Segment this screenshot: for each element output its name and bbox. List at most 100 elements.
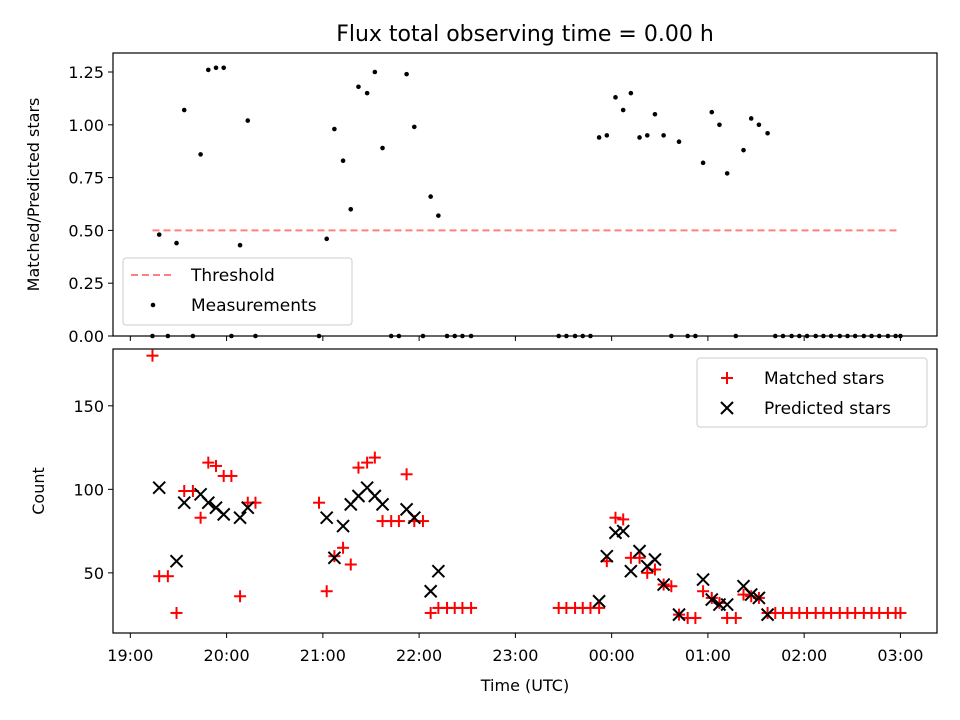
matched-star-point — [344, 558, 357, 571]
predicted-star-point — [407, 511, 422, 525]
matched-star-point — [665, 580, 678, 593]
measurement-point — [364, 90, 370, 96]
measurement-point — [652, 111, 658, 117]
bottom-axes-frame — [112, 348, 938, 634]
legend-matched-swatch — [721, 372, 733, 384]
matched-star-point — [705, 591, 718, 604]
matched-star-point — [202, 456, 215, 469]
measurement-point — [756, 122, 762, 128]
measurement-point — [380, 145, 385, 151]
matched-star-point — [210, 459, 222, 472]
matched-star-point — [234, 590, 247, 603]
chart-title: Flux total observing time = 0.00 h — [336, 22, 714, 47]
predicted-star-point — [375, 497, 390, 512]
top-ytick-label: 0.75 — [68, 169, 104, 188]
measurement-point — [661, 133, 666, 138]
xtick-label: 19:00 — [107, 646, 153, 665]
legend-measurements-label: Measurements — [191, 296, 317, 316]
measurement-point — [237, 242, 243, 248]
measurement-point — [428, 194, 433, 199]
measurement-point — [676, 139, 682, 145]
measurement-point — [604, 133, 610, 138]
legend-measurements-swatch — [150, 302, 156, 308]
xtick-label: 21:00 — [300, 646, 346, 665]
measurement-point — [748, 116, 754, 121]
predicted-star-point — [720, 597, 734, 612]
measurement-point — [411, 124, 417, 130]
measurement-point — [724, 171, 730, 176]
matched-star-point — [368, 451, 381, 464]
top-ytick-label: 0.00 — [68, 327, 104, 346]
matched-star-point — [352, 461, 365, 474]
bottom-legend: Matched stars Predicted stars — [696, 357, 928, 428]
matched-star-point — [894, 606, 907, 619]
legend-threshold-label: Threshold — [190, 266, 275, 286]
top-yticks: 0.00 0.25 0.50 0.75 1.00 1.25 — [68, 63, 113, 346]
matched-star-point — [593, 601, 606, 614]
matched-star-point — [689, 611, 702, 624]
predicted-star-point — [319, 511, 334, 525]
measurement-point — [356, 84, 361, 90]
top-panel: 0.00 0.25 0.50 0.75 1.00 1.25 Matched/Predict… — [24, 52, 938, 346]
top-ylabel: Matched/Predicted stars — [24, 98, 43, 292]
matched-star-point — [194, 511, 207, 524]
predicted-star-point — [201, 495, 216, 510]
predicted-star-point — [600, 549, 614, 563]
measurement-point — [372, 69, 378, 75]
measurement-point — [644, 133, 650, 138]
bottom-ylabel: Count — [29, 467, 48, 515]
measurement-point — [709, 109, 715, 115]
matched-star-point — [361, 456, 374, 469]
predicted-star-point — [241, 500, 255, 515]
predicted-star-point — [233, 511, 247, 525]
matched-star-point — [617, 513, 630, 526]
measurement-point — [221, 65, 227, 71]
bottom-yticks: 50 100 150 — [73, 397, 113, 583]
top-legend-box — [122, 257, 353, 326]
predicted-star-point — [744, 587, 758, 602]
xtick-label: 02:00 — [781, 646, 827, 665]
measurement-point — [741, 147, 746, 153]
predicted-star-point — [152, 480, 166, 495]
measurement-point — [198, 152, 203, 157]
matched-star-point — [313, 496, 325, 509]
predicted-star-point — [616, 524, 630, 538]
predicted-star-point — [592, 594, 606, 608]
predicted-star-point — [632, 544, 647, 558]
matched-star-point — [729, 611, 742, 624]
measurement-point — [436, 213, 441, 218]
xtick-label: 23:00 — [492, 646, 538, 665]
measurement-point — [613, 95, 618, 100]
matched-star-point — [328, 550, 341, 563]
matched-star-point — [146, 349, 159, 362]
predicted-star-point — [752, 591, 766, 605]
predicted-star-point — [336, 519, 350, 533]
predicted-star-point — [431, 564, 446, 578]
measurement-point — [156, 232, 162, 237]
xtick-label: 03:00 — [877, 646, 923, 665]
measurement-point — [181, 107, 187, 113]
matched-star-point — [465, 601, 478, 614]
predicted-star-point — [656, 577, 671, 592]
xtick-label: 01:00 — [685, 646, 731, 665]
predicted-star-point — [696, 572, 710, 587]
predicted-star-point — [760, 607, 775, 622]
measurement-point — [205, 67, 211, 73]
bottom-xticks: 19:00 20:00 21:00 22:00 23:00 00:00 01:00 02:00… — [107, 633, 923, 665]
predicted-star-point — [169, 554, 184, 568]
matched-star-point — [609, 511, 622, 524]
measurement-point — [213, 65, 219, 71]
matched-star-point — [737, 588, 750, 601]
matched-star-point — [745, 590, 758, 603]
measurement-point — [596, 135, 602, 140]
predicted-star-point — [423, 584, 438, 598]
top-ytick-label: 0.25 — [68, 274, 104, 293]
measurement-point — [332, 126, 337, 132]
xtick-label: 00:00 — [589, 646, 635, 665]
matched-star-point — [697, 585, 710, 598]
top-legend: Threshold Measurements — [122, 257, 353, 326]
matched-star-point — [225, 469, 238, 482]
predicted-star-point — [672, 607, 686, 622]
predicted-star-point — [177, 495, 191, 510]
